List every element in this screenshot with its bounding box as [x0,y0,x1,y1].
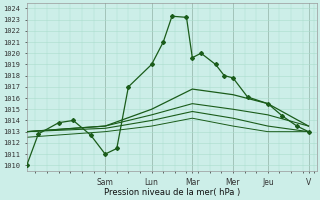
X-axis label: Pression niveau de la mer( hPa ): Pression niveau de la mer( hPa ) [104,188,240,197]
